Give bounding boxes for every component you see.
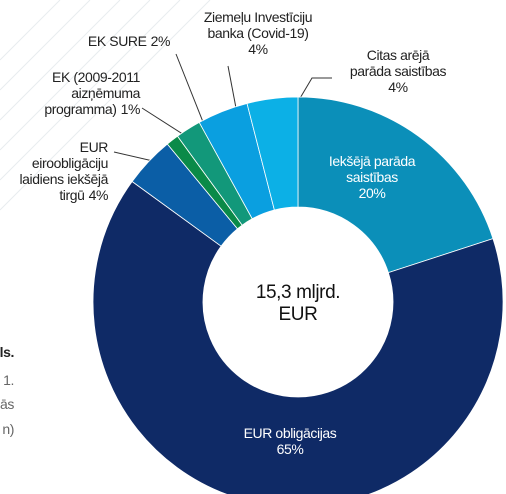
segment-label: Citas arējā parāda saistības 4% [350, 47, 447, 95]
text-line: Citas arējā [367, 47, 430, 63]
value-label: 4% [89, 187, 108, 203]
background-text: ls. [0, 344, 14, 360]
segment-label: EUR eiroobligāciju laidiens iekšējā tirgū 4% [19, 139, 108, 203]
donut-segment [246, 96, 299, 211]
value-label: 1% [121, 101, 140, 117]
text-line: laidiens iekšējā [19, 171, 108, 187]
value-label: 4% [388, 79, 407, 95]
segment-label: EUR obligācijas 65% [244, 425, 337, 457]
segment-label: Ziemeļu Investīciju banka (Covid-19) 4% [204, 9, 312, 57]
background-decor [0, 0, 211, 211]
background-text: ās [0, 396, 14, 412]
center-label: 15,3 mljrd. EUR [256, 282, 340, 325]
value-label: 4% [248, 41, 267, 57]
text-line: parāda saistības [350, 63, 447, 79]
text-line: programma) [44, 101, 116, 117]
background-text: 1. [3, 372, 14, 388]
donut-segment [297, 96, 494, 274]
segment-label: EK SURE 2% [88, 33, 170, 49]
text-line: saistības [346, 169, 398, 185]
donut-segment [92, 180, 504, 494]
text-line: tirgū [59, 187, 84, 203]
text-line: eiroobligāciju [32, 155, 108, 171]
text-line: EK SURE [88, 33, 147, 49]
value-label: 2% [151, 33, 170, 49]
segment-label: Iekšējā parāda saistības 20% [329, 153, 416, 201]
text-line: EUR [279, 304, 318, 325]
text-line: EUR obligācijas [244, 425, 337, 441]
text-line: Iekšējā parāda [329, 153, 416, 169]
value-label: 65% [277, 441, 304, 457]
background-text: n) [2, 421, 14, 437]
value-label: 20% [359, 185, 386, 201]
text-line: EUR [80, 139, 109, 155]
text-line: Ziemeļu Investīciju [204, 9, 312, 25]
text-line: 15,3 mljrd. [256, 282, 340, 303]
text-line: aizņēmuma [71, 85, 140, 101]
text-line: EK (2009-2011 [52, 69, 141, 85]
text-line: banka (Covid-19) [208, 25, 309, 41]
segment-label: EK (2009-2011 aizņēmuma programma) 1% [44, 69, 140, 117]
